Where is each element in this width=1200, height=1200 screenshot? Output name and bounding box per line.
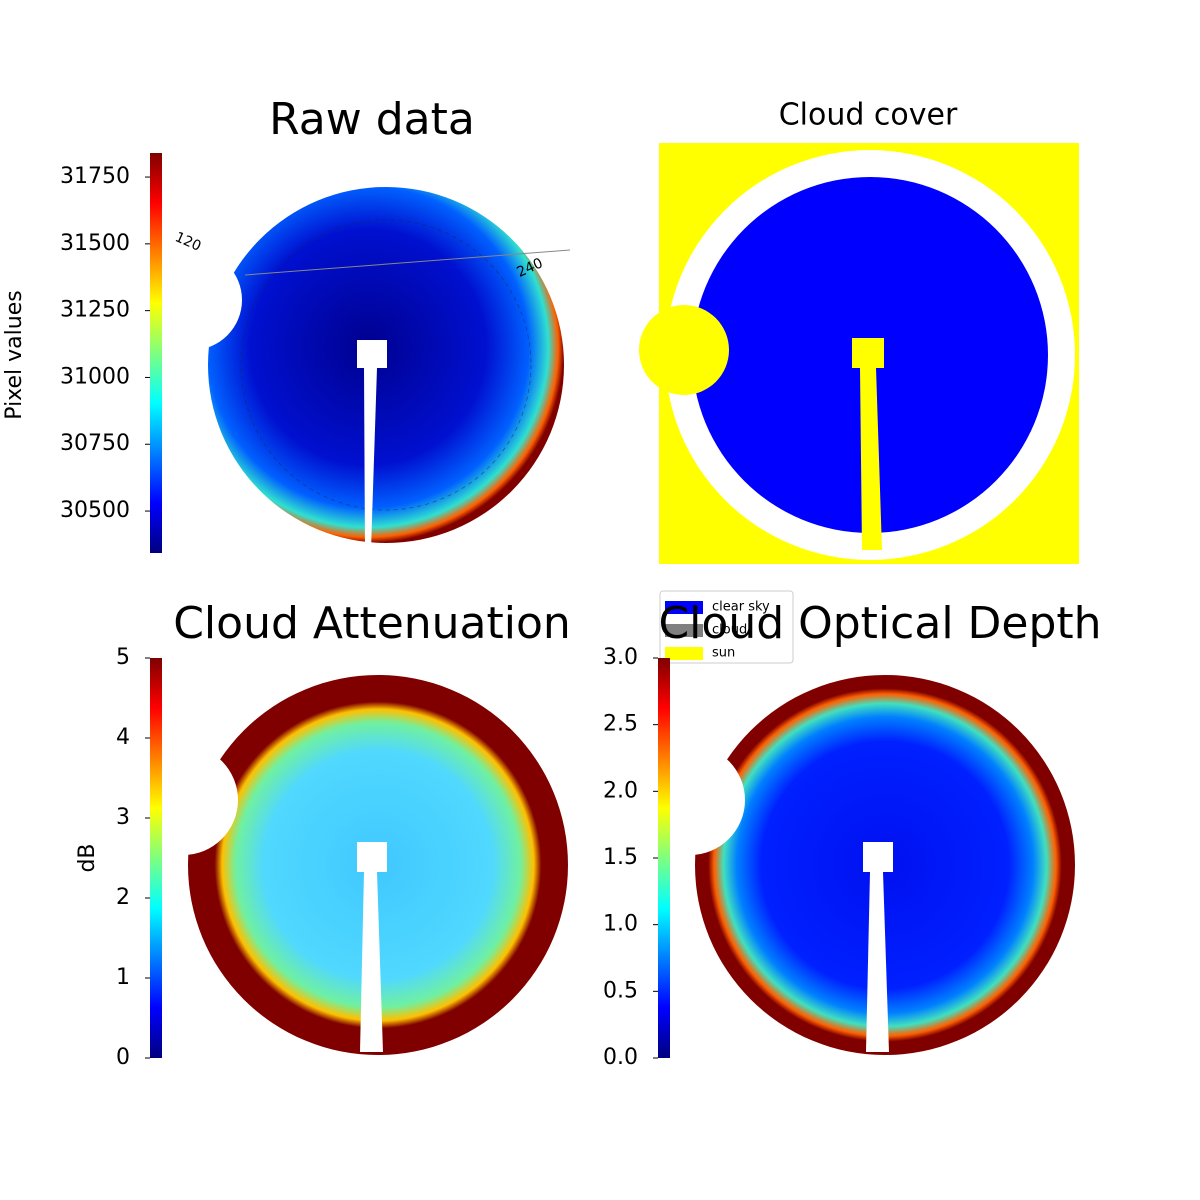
colorbar-tick-label: 30500: [60, 498, 130, 523]
mast: [357, 842, 387, 1052]
colorbar-tick-label: 2.5: [603, 712, 638, 737]
colorbar-label: Pixel values: [2, 290, 27, 419]
mast: [357, 340, 387, 550]
mast: [863, 842, 893, 1052]
mask: [635, 745, 745, 855]
colorbar-tick-label: 3.0: [603, 645, 638, 670]
colorbar-tick-label: 5: [116, 645, 130, 670]
colorbar: [150, 153, 162, 553]
colorbar-tick-label: 31750: [60, 164, 130, 189]
colorbar-tick-label: 31000: [60, 364, 130, 389]
colorbar-tick-label: 1: [116, 965, 130, 990]
colorbar: [658, 658, 670, 1058]
colorbar-label: dB: [75, 843, 100, 872]
colorbar-tick-label: 2: [116, 885, 130, 910]
colorbar-tick-label: 1.0: [603, 912, 638, 937]
colorbar-tick-label: 30750: [60, 431, 130, 456]
polar-grid: [240, 219, 532, 511]
colorbar-tick-label: 4: [116, 725, 130, 750]
colorbar-tick-label: 0.0: [603, 1045, 638, 1070]
colorbar-tick-label: 0: [116, 1045, 130, 1070]
mask: [639, 305, 729, 395]
colorbar: [150, 658, 162, 1058]
panel-title: Cloud Optical Depth: [658, 598, 1101, 649]
colorbar-tick-label: 0.5: [603, 978, 638, 1003]
mask: [128, 745, 238, 855]
legend-label: cloud: [712, 623, 747, 638]
colorbar-tick-label: 31250: [60, 298, 130, 323]
legend-swatch: [665, 624, 703, 637]
colorbar-tick-label: 3: [116, 805, 130, 830]
legend-swatch: [665, 647, 703, 660]
panel-title: Cloud Attenuation: [173, 598, 571, 649]
legend-label: clear sky: [712, 600, 770, 615]
legend-swatch: [665, 601, 703, 614]
colorbar-tick-label: 2.0: [603, 778, 638, 803]
mask: [142, 250, 242, 350]
colorbar-tick-label: 31500: [60, 231, 130, 256]
panel-title: Raw data: [269, 94, 475, 145]
legend-label: sun: [712, 646, 735, 661]
polar-spoke: [244, 249, 571, 276]
class-region: [852, 338, 884, 550]
panel-title: Cloud cover: [779, 98, 958, 133]
colorbar-tick-label: 1.5: [603, 845, 638, 870]
